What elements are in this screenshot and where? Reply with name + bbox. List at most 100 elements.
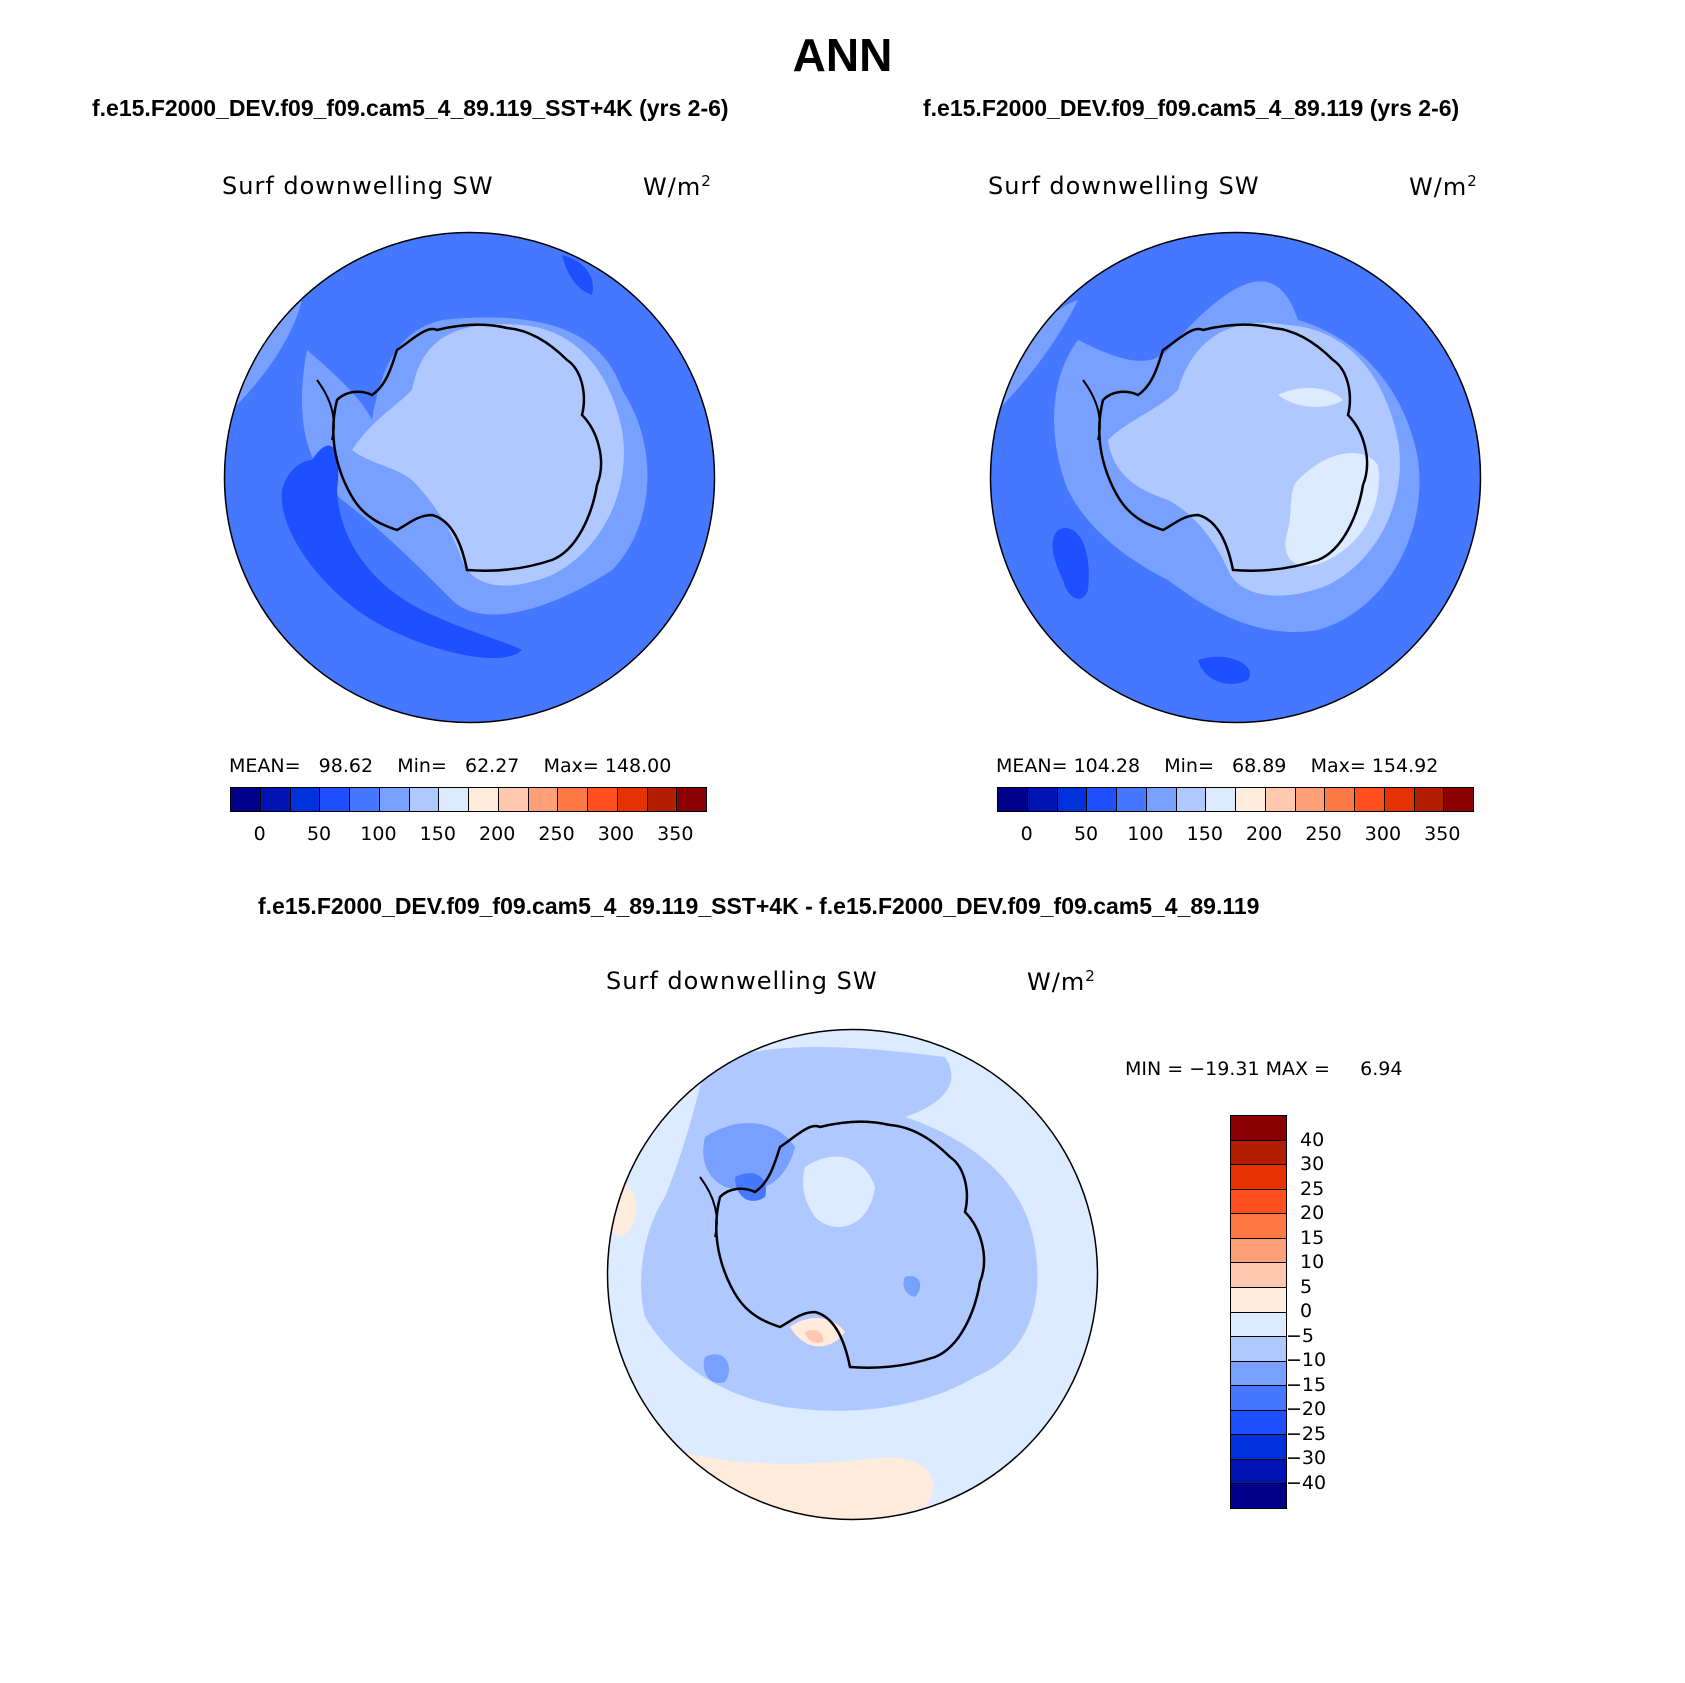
panel-3-stats: MIN = −19.31 MAX = 6.94 — [1125, 1058, 1402, 1080]
panel-2-colorbar-tick-label: 300 — [1364, 823, 1402, 845]
panel-3-colorbar-tick-label: 25 — [1300, 1177, 1325, 1200]
panel-3-colorbar-tick-label: 5 — [1300, 1275, 1313, 1298]
panel-2-colorbar-swatch — [1295, 788, 1326, 811]
panel-1-mean-value: 98.62 — [318, 755, 374, 777]
panel-1-colorbar-swatch — [498, 788, 529, 811]
panel-2-colorbar — [997, 787, 1474, 812]
panel-2-colorbar-tick-label: 100 — [1127, 823, 1164, 845]
panel-1-colorbar-tick-label: 0 — [253, 823, 266, 845]
panel-3-colorbar-swatch — [1231, 1312, 1286, 1338]
panel-2-stats: MEAN= 104.28 Min= 68.89 Max= 154.92 — [996, 755, 1438, 777]
main-title: ANN — [792, 29, 893, 81]
panel-1-map — [223, 231, 716, 724]
panel-2-colorbar-swatch — [1265, 788, 1296, 811]
panel-1-max-value: 148.00 — [604, 755, 672, 777]
panel-2-colorbar-tick-label: 200 — [1246, 823, 1283, 845]
panel-3-colorbar-swatch — [1231, 1337, 1286, 1362]
panel-2-min-label: Min= — [1164, 755, 1214, 777]
panel-1-colorbar-swatch — [677, 788, 706, 811]
panel-3-colorbar-tick-label: −15 — [1286, 1373, 1327, 1396]
panel-3-colorbar-swatch — [1231, 1140, 1286, 1166]
panel-2-colorbar-swatch — [1236, 788, 1266, 811]
panel-1-colorbar-swatch — [231, 788, 261, 811]
panel-1-map-border — [223, 231, 716, 724]
panel-2-high-contour — [1285, 453, 1379, 566]
panel-1-colorbar-swatch — [290, 788, 321, 811]
panel-1-colorbar-swatch — [350, 788, 380, 811]
panel-3-variable-label: Surf downwelling SW — [606, 967, 878, 995]
panel-1-units-label: W/m2 — [643, 172, 712, 201]
panel-3-colorbar-swatch — [1231, 1386, 1286, 1411]
panel-3-min-value: −19.31 — [1189, 1058, 1260, 1080]
panel-3-colorbar — [1230, 1115, 1287, 1509]
panel-3-colorbar-tick-label: 20 — [1300, 1202, 1325, 1224]
panel-2-variable-label: Surf downwelling SW — [988, 172, 1260, 200]
panel-2-mean-value: 104.28 — [1073, 755, 1141, 777]
panel-2-colorbar-swatch — [1027, 788, 1058, 811]
panel-2-mean-label: MEAN= — [996, 755, 1068, 777]
panel-3-colorbar-tick-label: 15 — [1300, 1226, 1325, 1249]
panel-1-stats: MEAN= 98.62 Min= 62.27 Max= 148.00 — [229, 755, 671, 777]
panel-2-colorbar-tick-label: 50 — [1073, 823, 1099, 845]
panel-3-colorbar-swatch — [1231, 1287, 1286, 1313]
panel-3-colorbar-swatch — [1231, 1214, 1286, 1239]
panel-1-colorbar-tick-label: 350 — [657, 823, 694, 845]
panel-3-colorbar-ticks: 40 30 25 20 15 10 5 0 −5 −10 −15 −20 −25 −30 −40 — [1286, 1115, 1374, 1507]
panel-1-colorbar-tick-label: 50 — [306, 823, 332, 845]
panel-2-low-contour — [1052, 528, 1089, 599]
panel-2-colorbar-swatch — [1355, 788, 1385, 811]
panel-3-colorbar-swatch — [1231, 1361, 1286, 1387]
panel-2-map — [989, 231, 1482, 724]
panel-1-colorbar-tick-label: 150 — [419, 823, 456, 845]
panel-3-map-border — [606, 1028, 1099, 1521]
panel-3-colorbar-tick-label: −25 — [1286, 1422, 1327, 1445]
panel-3-colorbar-tick-label: 30 — [1300, 1153, 1325, 1175]
panel-1-colorbar-tick-label: 300 — [597, 823, 635, 845]
panel-3-colorbar-swatch — [1231, 1189, 1286, 1215]
panel-1-colorbar-swatch — [260, 788, 291, 811]
panel-2-colorbar-tick-label: 250 — [1305, 823, 1342, 845]
panel-2-colorbar-ticks: 0 50 100 150 200 250 300 350 — [997, 823, 1472, 847]
panel-3-units-label: W/m2 — [1027, 967, 1096, 996]
panel-2-colorbar-tick-label: 350 — [1424, 823, 1461, 845]
panel-1-colorbar-swatch — [439, 788, 469, 811]
panel-1-land-contour — [352, 324, 624, 586]
panel-1-colorbar-swatch — [320, 788, 350, 811]
panel-1-colorbar-swatch — [379, 788, 410, 811]
panel-2-min-value: 68.89 — [1232, 755, 1287, 777]
panel-1-colorbar-tick-label: 100 — [360, 823, 397, 845]
panel-2-colorbar-swatch — [1176, 788, 1207, 811]
panel-2-colorbar-swatch — [1057, 788, 1088, 811]
panel-1-colorbar-swatch — [528, 788, 559, 811]
panel-2-map-border — [989, 231, 1482, 724]
panel-2-units-label: W/m2 — [1409, 172, 1478, 201]
panel-3-colorbar-swatch — [1231, 1116, 1286, 1141]
panel-2-colorbar-swatch — [1414, 788, 1445, 811]
panel-1-colorbar-swatch — [558, 788, 588, 811]
panel-2-colorbar-swatch — [1325, 788, 1355, 811]
panel-1-colorbar-swatch — [617, 788, 648, 811]
panel-1-colorbar-ticks: 0 50 100 150 200 250 300 350 — [230, 823, 705, 847]
panel-3-case-title: f.e15.F2000_DEV.f09_f09.cam5_4_89.119_SS… — [258, 893, 1260, 919]
panel-2-colorbar-swatch — [1117, 788, 1147, 811]
panel-1-variable-label: Surf downwelling SW — [222, 172, 494, 200]
panel-3-colorbar-tick-label: −40 — [1286, 1471, 1327, 1494]
panel-1-case-title: f.e15.F2000_DEV.f09_f09.cam5_4_89.119_SS… — [92, 95, 729, 121]
panel-3-colorbar-tick-label: 10 — [1300, 1251, 1325, 1273]
panel-3-colorbar-tick-label: 40 — [1300, 1128, 1325, 1151]
panel-2-colorbar-tick-label: 150 — [1186, 823, 1223, 845]
panel-2-colorbar-swatch — [1146, 788, 1177, 811]
panel-2-colorbar-swatch — [1087, 788, 1117, 811]
panel-2-colorbar-tick-label: 0 — [1020, 823, 1033, 845]
panel-1-colorbar-tick-label: 250 — [538, 823, 575, 845]
panel-2-colorbar-swatch — [1384, 788, 1415, 811]
panel-3-min-label: MIN = — [1125, 1058, 1184, 1080]
panel-3-max-label: MAX = — [1265, 1058, 1330, 1080]
panel-3-colorbar-tick-label: 0 — [1300, 1300, 1313, 1322]
panel-1-colorbar — [230, 787, 707, 812]
panel-3-max-value: 6.94 — [1360, 1058, 1403, 1080]
panel-2-max-value: 154.92 — [1371, 755, 1439, 777]
panel-3-map — [606, 1028, 1099, 1521]
panel-3-colorbar-tick-label: −5 — [1286, 1324, 1315, 1347]
panel-3-colorbar-swatch — [1231, 1238, 1286, 1264]
